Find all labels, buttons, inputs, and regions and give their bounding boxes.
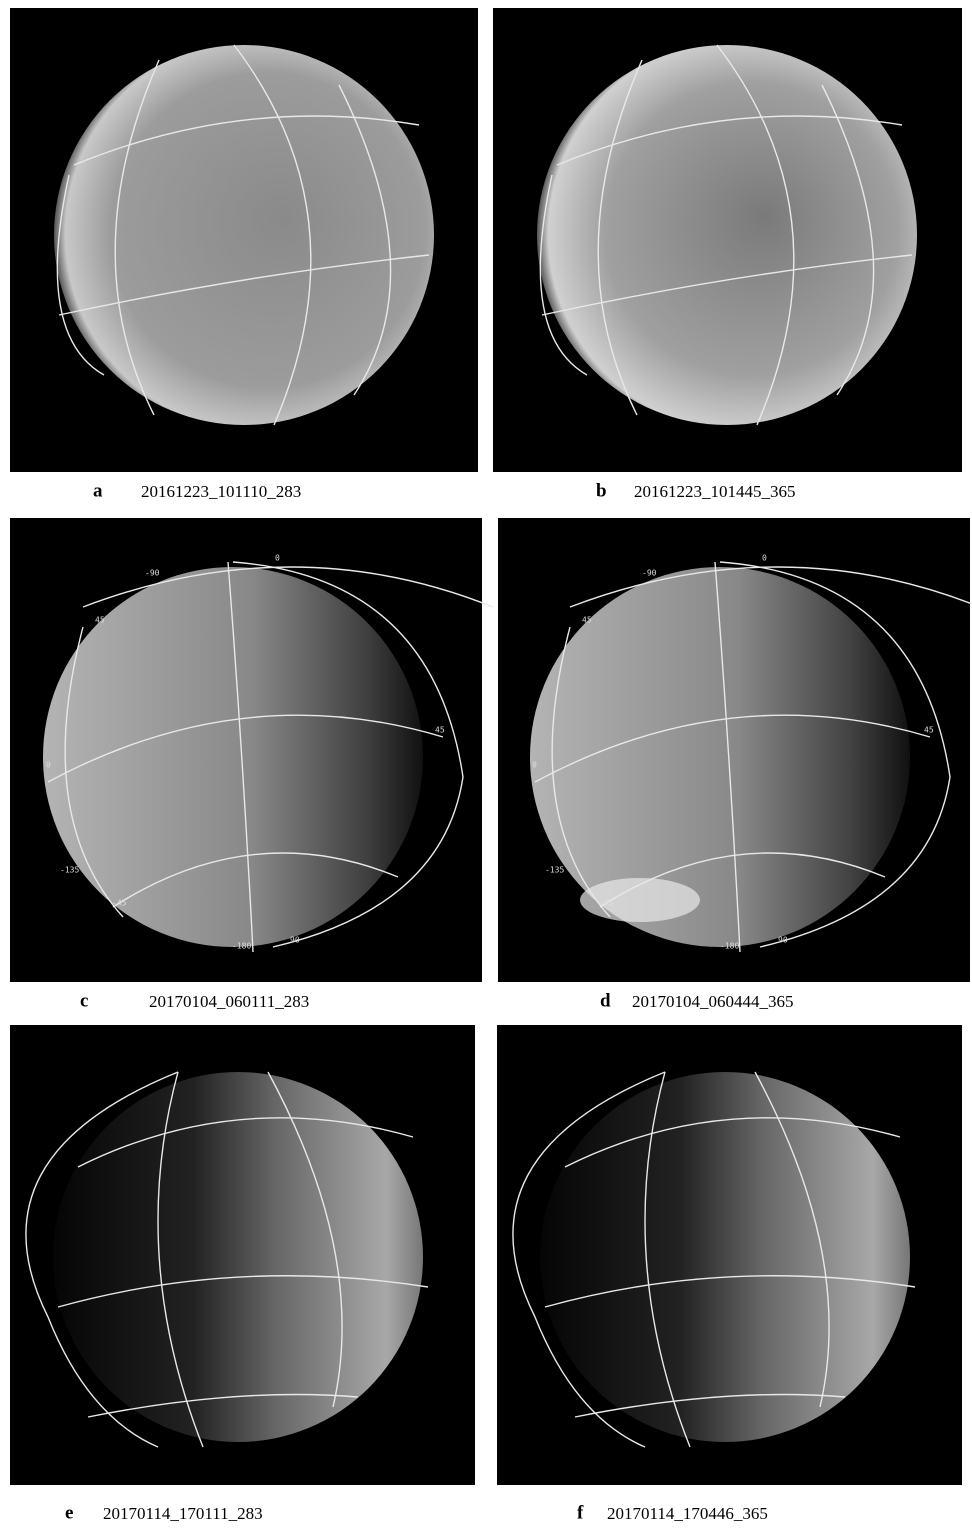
grid-label: -180 (232, 942, 251, 951)
panel-letter: b (596, 480, 607, 501)
grid-label: 0 (532, 761, 537, 770)
grid-label: 45 (924, 726, 934, 735)
panel-caption: 20170114_170111_283 (103, 1504, 263, 1523)
planet (537, 45, 917, 425)
panel-letter: d (600, 990, 611, 1011)
grid-label: -135 (545, 866, 564, 875)
panel-letter: e (65, 1502, 73, 1523)
grid-label: -90 (642, 569, 657, 578)
planet (54, 45, 434, 425)
panel-letter: a (93, 480, 103, 501)
grid-label: 45 (95, 616, 105, 625)
panel-caption: 20161223_101110_283 (141, 482, 301, 501)
panel-caption: 20170114_170446_365 (607, 1504, 768, 1523)
panel-letter: f (577, 1502, 584, 1523)
grid-label: 0 (46, 761, 51, 770)
panel-caption: 20170104_060444_365 (632, 992, 794, 1011)
grid-label: 90 (290, 936, 300, 945)
grid-label: -135 (60, 866, 79, 875)
grid-label: 45 (582, 616, 592, 625)
planet (53, 1072, 423, 1442)
panel-caption: 20161223_101445_365 (634, 482, 796, 501)
grid-label: 90 (778, 936, 788, 945)
panel-caption: 20170104_060111_283 (149, 992, 309, 1011)
panel-letter: c (80, 990, 88, 1011)
grid-label: -90 (145, 569, 160, 578)
grid-label: -180 (720, 942, 739, 951)
page: {"panels": [ {"letter": "a", "label": "2… (0, 0, 972, 1525)
grid-label: -45 (112, 899, 127, 908)
grid-label: 0 (275, 554, 280, 563)
figure: -90 0 45 45 0 -135 -45 -180 90 -90 0 45 … (0, 0, 972, 1525)
planet (540, 1072, 910, 1442)
grid-label: 45 (435, 726, 445, 735)
grid-label: 0 (762, 554, 767, 563)
grid-label: -45 (598, 899, 613, 908)
